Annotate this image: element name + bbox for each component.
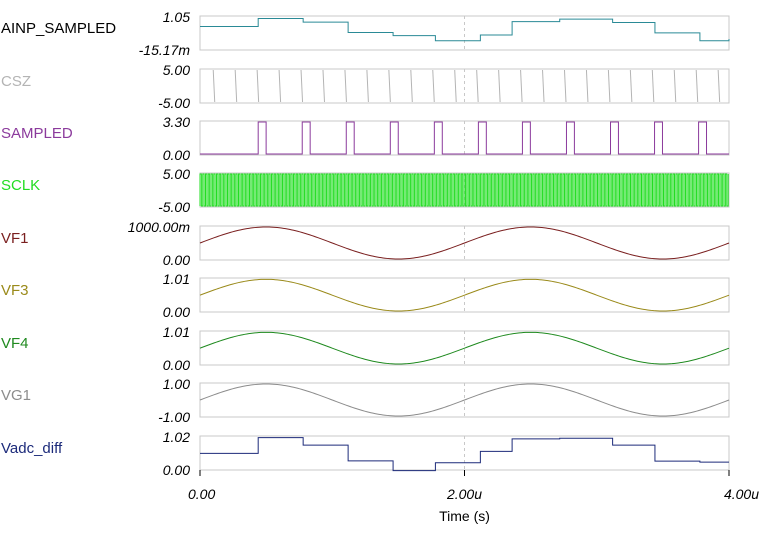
signal-name: VF4 [1, 335, 29, 352]
signal-name: VF3 [1, 282, 29, 299]
y-min-label: -5.00 [158, 95, 190, 111]
plot-frame [199, 435, 730, 471]
plot-frame [199, 120, 730, 156]
series-line [200, 121, 729, 155]
signal-name: SCLK [1, 177, 40, 194]
y-min-label: 0.00 [163, 147, 190, 163]
series-line [199, 278, 730, 312]
y-max-label: 1.01 [163, 271, 190, 287]
y-max-label: 1.01 [163, 324, 190, 340]
y-max-label: 5.00 [163, 62, 190, 78]
y-max-label: 3.30 [163, 114, 190, 130]
y-min-label: -15.17m [139, 42, 191, 58]
y-min-label: 0.00 [163, 304, 190, 320]
series-line [200, 18, 730, 42]
x-axis-label: Time (s) [439, 508, 490, 524]
series-line [199, 331, 730, 365]
y-max-label: 1.05 [163, 9, 190, 25]
signal-name: Vadc_diff [1, 440, 63, 457]
y-min-label: -1.00 [158, 409, 190, 425]
y-max-label: 1.00 [163, 376, 190, 392]
y-min-label: 0.00 [163, 357, 190, 373]
series-line [199, 173, 729, 207]
series-line [199, 226, 730, 260]
plot-frame [199, 15, 730, 51]
signal-name: SAMPLED [1, 125, 73, 142]
y-max-label: 1.02 [163, 429, 190, 445]
signal-name: VF1 [1, 230, 29, 247]
y-max-label: 5.00 [163, 166, 190, 182]
y-min-label: 0.00 [163, 252, 190, 268]
signal-name: AINP_SAMPLED [1, 20, 116, 37]
series-line [200, 437, 729, 472]
x-tick-label: 0.00 [188, 486, 215, 502]
series-line [212, 69, 721, 103]
y-min-label: 0.00 [163, 462, 190, 478]
x-tick-label: 4.00u [724, 486, 759, 502]
signal-name: VG1 [1, 387, 31, 404]
series-line [199, 383, 730, 417]
y-max-label: 1000.00m [128, 219, 191, 235]
x-tick-label: 2.00u [446, 486, 482, 502]
y-min-label: -5.00 [158, 199, 190, 215]
signal-name: CSZ [1, 73, 31, 90]
